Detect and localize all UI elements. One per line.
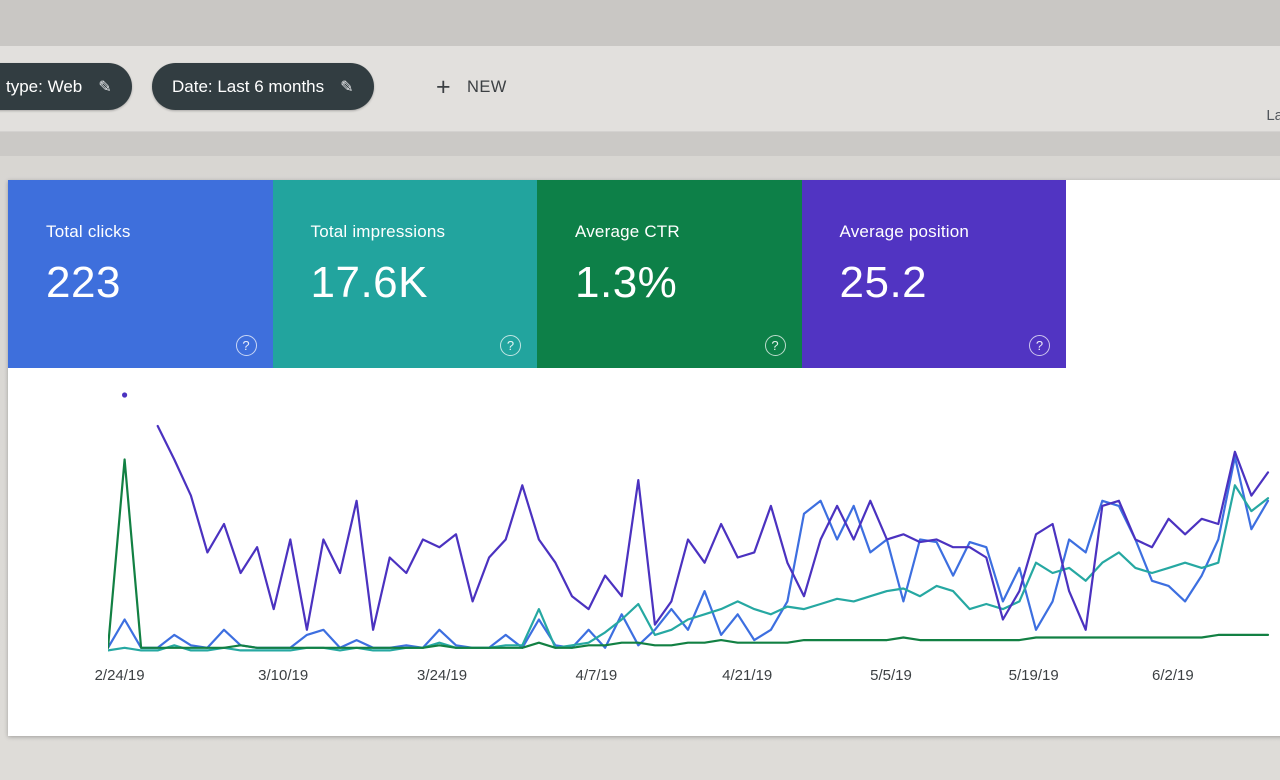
filter-bar: type: Web ✎ Date: Last 6 months ✎ + NEW … [0,46,1280,132]
help-icon[interactable]: ? [500,335,521,356]
x-axis-tick-label: 4/21/19 [722,667,773,684]
tile-value: 17.6K [310,258,428,307]
last-updated-text-cutoff: La [1266,107,1280,124]
plus-icon: + [436,73,451,101]
x-axis-tick-label: 3/10/19 [258,667,309,684]
metric-tiles-row: Total clicks 223 ? Total impressions 17.… [8,180,1066,368]
top-strip [0,0,1280,46]
search-type-chip-label: type: Web [6,76,83,96]
question-glyph: ? [242,338,250,353]
question-glyph: ? [1035,338,1044,353]
help-icon[interactable]: ? [1029,335,1050,356]
x-axis-tick-label: 5/5/19 [870,667,912,684]
x-axis-tick-label: 4/7/19 [575,667,618,684]
tile-label: Total clicks [46,222,131,241]
tile-value: 1.3% [575,258,678,307]
date-range-chip-label: Date: Last 6 months [172,76,325,96]
performance-line-chart: 2/24/19 3/10/19 3/24/19 4/7/19 4/21/19 5/5/19… [95,385,1273,715]
edit-pencil-icon: ✎ [98,78,112,96]
help-icon[interactable]: ? [235,335,257,356]
metric-tile-average-position[interactable]: Average position 25.2 ? [801,180,1066,368]
line-chart-canvas [108,392,1270,652]
tile-value: 223 [46,258,121,307]
performance-card: Total clicks 223 ? Total impressions 17.… [8,180,1280,736]
metric-tile-total-impressions[interactable]: Total impressions 17.6K ? [272,180,537,368]
new-filter-label: NEW [467,78,507,96]
question-glyph: ? [506,338,515,353]
x-axis-tick-label: 2/24/19 [94,667,145,684]
edit-pencil-icon: ✎ [340,78,354,96]
metric-tile-average-ctr[interactable]: Average CTR 1.3% ? [537,180,802,368]
x-axis-tick-label: 3/24/19 [417,667,468,684]
x-axis: 2/24/19 3/10/19 3/24/19 4/7/19 4/21/19 5/5/19… [95,667,1268,691]
question-glyph: ? [771,338,779,353]
metric-tile-total-clicks[interactable]: Total clicks 223 ? [8,180,273,368]
sub-strip [0,132,1280,156]
tile-label: Average position [839,222,970,241]
new-filter-button[interactable]: + NEW [436,75,507,100]
x-axis-tick-label: 6/2/19 [1152,667,1194,684]
date-range-filter-chip[interactable]: Date: Last 6 months ✎ [152,63,374,110]
tile-label: Average CTR [575,222,680,241]
tile-value: 25.2 [839,258,928,307]
x-axis-tick-label: 5/19/19 [1008,667,1059,684]
help-icon[interactable]: ? [764,335,786,356]
search-type-filter-chip[interactable]: type: Web ✎ [0,63,132,110]
tile-label: Total impressions [310,222,446,241]
